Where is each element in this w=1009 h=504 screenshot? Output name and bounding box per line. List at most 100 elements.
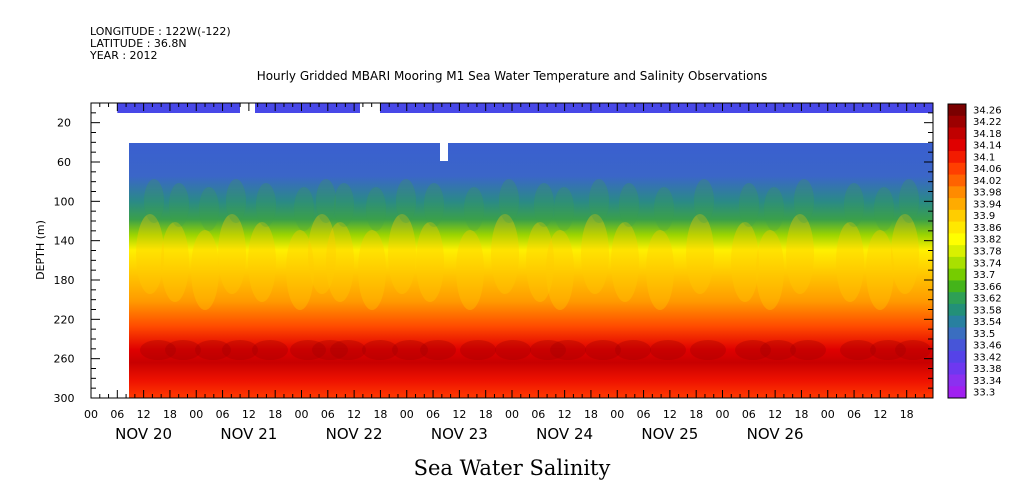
- colorbar-label: 33.7: [973, 270, 995, 281]
- colorbar-label: 34.02: [973, 176, 1002, 187]
- y-tick-label: 20: [57, 117, 71, 130]
- green-patch: [424, 183, 444, 227]
- colorbar-swatch: [948, 303, 966, 317]
- colorbar-legend: 34.2634.2234.1834.1434.134.0634.0233.983…: [947, 103, 1002, 399]
- colorbar-label: 33.74: [973, 258, 1002, 269]
- x-hour-label: 00: [84, 408, 98, 421]
- missing-data-notch: [440, 142, 448, 161]
- x-hour-label: 06: [531, 408, 545, 421]
- green-patch: [169, 183, 189, 227]
- y-tick-label: 220: [54, 313, 75, 326]
- warm-patch: [611, 222, 639, 302]
- colorbar-swatch: [948, 315, 966, 328]
- colorbar-label: 34.06: [973, 164, 1002, 175]
- colorbar-label: 33.34: [973, 376, 1002, 387]
- dark-patch: [195, 340, 231, 360]
- colorbar-label: 33.62: [973, 294, 1002, 305]
- y-axis: 20 60 100 140 180 220 260 300: [54, 102, 933, 405]
- warm-patch: [358, 230, 386, 310]
- x-hour-label: 00: [295, 408, 309, 421]
- latitude-label: LATITUDE : 36.8N: [90, 37, 187, 50]
- dark-patch: [330, 340, 366, 360]
- x-day-label: NOV 25: [641, 425, 698, 443]
- dark-patch: [615, 340, 651, 360]
- y-tick-label: 140: [54, 235, 75, 248]
- green-patch: [396, 179, 416, 223]
- dark-patch: [495, 340, 531, 360]
- surface-salinity-strip: [117, 103, 933, 113]
- dark-patch: [870, 340, 906, 360]
- y-tick-label: 300: [54, 392, 75, 405]
- green-patch: [226, 179, 246, 223]
- colorbar-label: 34.14: [973, 141, 1002, 152]
- warm-patch: [686, 214, 714, 294]
- warm-patch: [286, 230, 314, 310]
- colorbar-swatch: [948, 139, 966, 152]
- colorbar-frame: [947, 103, 967, 399]
- x-hour-label: 00: [610, 408, 624, 421]
- colorbar-label: 33.86: [973, 223, 1002, 234]
- x-hour-label: 12: [873, 408, 887, 421]
- x-hour-label: 00: [821, 408, 835, 421]
- x-hour-label: 00: [716, 408, 730, 421]
- warm-patch: [731, 222, 759, 302]
- dark-patch: [690, 340, 726, 360]
- x-hour-label: 12: [137, 408, 151, 421]
- colorbar-swatch: [948, 280, 966, 293]
- x-hour-label: 12: [347, 408, 361, 421]
- warm-patch: [388, 214, 416, 294]
- warm-patch: [218, 214, 246, 294]
- x-hour-label: 18: [268, 408, 282, 421]
- colorbar-swatch: [948, 350, 966, 364]
- x-hour-label: 18: [794, 408, 808, 421]
- green-patch: [654, 187, 674, 231]
- colorbar-swatch: [948, 256, 966, 270]
- dark-patch: [392, 340, 428, 360]
- colorbar-swatch: [948, 198, 966, 211]
- green-patch: [334, 183, 354, 227]
- colorbar-swatch: [948, 386, 966, 399]
- dark-patch: [650, 340, 686, 360]
- dark-patch: [165, 340, 201, 360]
- colorbar-swatch: [948, 174, 966, 187]
- green-patch: [874, 187, 894, 231]
- x-hour-label: 12: [452, 408, 466, 421]
- dark-patch: [222, 340, 258, 360]
- green-patch: [316, 179, 336, 223]
- colorbar-swatch: [948, 221, 966, 234]
- y-axis-label: DEPTH (m): [34, 220, 47, 280]
- x-hour-label: 00: [505, 408, 519, 421]
- x-day-label: NOV 22: [326, 425, 383, 443]
- x-hour-label: 06: [426, 408, 440, 421]
- dark-patch: [550, 340, 586, 360]
- green-patch: [256, 183, 276, 227]
- colorbar-swatch: [948, 292, 966, 305]
- colorbar-label: 33.42: [973, 352, 1002, 363]
- chart-subtitle: Sea Water Salinity: [414, 456, 611, 480]
- colorbar-label: 33.9: [973, 211, 995, 222]
- warm-patch: [191, 230, 219, 310]
- dark-patch: [290, 340, 326, 360]
- colorbar-label: 33.5: [973, 329, 995, 340]
- colorbar-label: 33.94: [973, 199, 1002, 210]
- dark-patch: [362, 340, 398, 360]
- colorbar-swatch: [948, 245, 966, 258]
- colorbar-swatch: [948, 209, 966, 223]
- warm-patch: [491, 214, 519, 294]
- green-patch: [619, 183, 639, 227]
- y-tick-label: 60: [57, 156, 71, 169]
- chart-title: Hourly Gridded MBARI Mooring M1 Sea Wate…: [257, 69, 768, 83]
- dark-patch: [312, 340, 348, 360]
- y-tick-label: 100: [54, 195, 75, 208]
- warm-patch: [161, 222, 189, 302]
- colorbar-label: 33.46: [973, 341, 1002, 352]
- colorbar-swatch: [948, 186, 966, 199]
- dark-patch: [735, 340, 771, 360]
- x-day-label: NOV 21: [220, 425, 277, 443]
- dark-patch: [585, 340, 621, 360]
- warm-patch: [416, 222, 444, 302]
- warm-patch: [581, 214, 609, 294]
- green-patch: [499, 179, 519, 223]
- dark-patch: [760, 340, 796, 360]
- green-patch: [739, 183, 759, 227]
